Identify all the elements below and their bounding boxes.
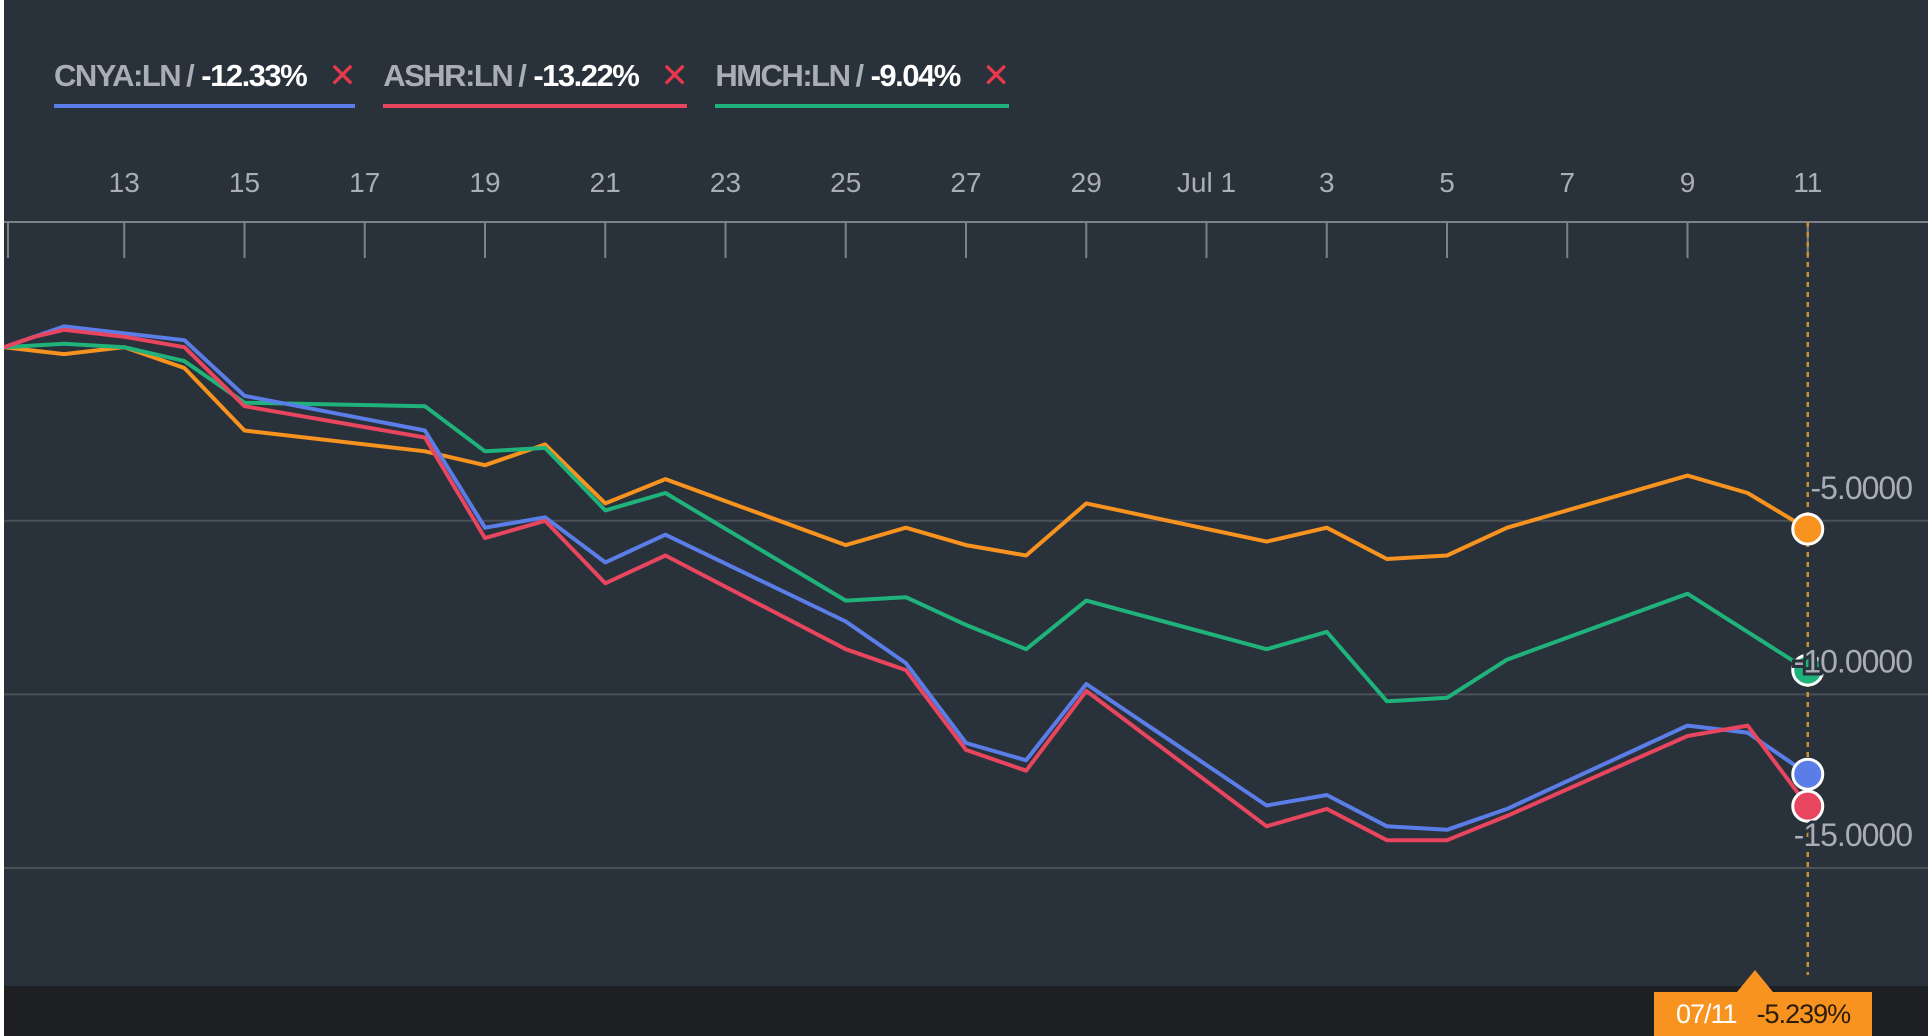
series-line[interactable] xyxy=(4,345,1810,561)
crosshair-caret-icon xyxy=(1737,970,1773,992)
legend-separator: / xyxy=(518,58,527,93)
legend-color-underline xyxy=(383,104,688,108)
legend-change: -9.04% xyxy=(870,58,962,93)
legend-color-underline xyxy=(54,104,356,108)
crosshair-date: 07/11 xyxy=(1676,998,1738,1029)
series-endpoint-marker[interactable] xyxy=(1791,653,1825,687)
x-tick-label: 15 xyxy=(229,167,260,198)
x-tick-label: 19 xyxy=(469,167,500,198)
x-tick-label: 25 xyxy=(830,167,861,198)
x-tick-label: 13 xyxy=(109,167,140,198)
footer-bar xyxy=(4,986,1928,1036)
x-tick-label: 3 xyxy=(1319,167,1335,198)
crosshair-tag: 07/11 -5.239% xyxy=(1654,992,1873,1036)
legend-item-hmch-ln[interactable]: HMCH:LN / -9.04% ✕ xyxy=(715,48,1011,108)
x-tick-label: 17 xyxy=(349,167,380,198)
close-icon[interactable]: ✕ xyxy=(328,57,357,95)
legend-item-ashr-ln[interactable]: ASHR:LN / -13.22% ✕ xyxy=(383,48,689,108)
chart-panel: 13 15 17 19 21 23 25 27 29 Jul 1 3 5 7 9 11 -5.0000 -10.… xyxy=(4,0,1928,1036)
series-endpoint-marker[interactable] xyxy=(1791,757,1825,791)
legend: CNYA:LN / -12.33% ✕ ASHR:LN / -13.22% ✕ HMCH:LN /… xyxy=(54,48,1037,108)
crosshair-value: -5.239% xyxy=(1756,998,1852,1029)
legend-change: -12.33% xyxy=(201,58,307,93)
legend-item-cnya-ln[interactable]: CNYA:LN / -12.33% ✕ xyxy=(54,48,357,108)
x-tick-label: 5 xyxy=(1439,167,1455,198)
legend-separator: / xyxy=(186,58,195,93)
close-icon[interactable]: ✕ xyxy=(981,57,1011,95)
x-tick-label: 21 xyxy=(590,167,621,198)
legend-color-underline xyxy=(715,104,1009,108)
legend-ticker: CNYA:LN xyxy=(54,58,182,93)
y-tick-label: -15.0000 xyxy=(1794,817,1913,853)
legend-change: -13.22% xyxy=(533,58,639,93)
x-tick-label: 9 xyxy=(1680,167,1696,198)
series-line[interactable] xyxy=(4,324,1810,832)
x-tick-label: Jul 1 xyxy=(1177,167,1236,198)
series-endpoint-marker[interactable] xyxy=(1791,512,1825,546)
x-tick-label: 11 xyxy=(1793,167,1822,198)
close-icon[interactable]: ✕ xyxy=(660,57,689,95)
series-line[interactable] xyxy=(4,327,1810,843)
y-tick-label: -10.0000 xyxy=(1794,643,1913,679)
y-tick-label: -5.0000 xyxy=(1810,470,1912,506)
x-tick-label: 7 xyxy=(1559,167,1575,198)
series-line[interactable] xyxy=(4,341,1810,704)
chart-plot[interactable]: 13 15 17 19 21 23 25 27 29 Jul 1 3 5 7 9 11 -5.0000 -10.… xyxy=(4,0,1928,1036)
legend-ticker: ASHR:LN xyxy=(383,58,514,93)
x-tick-label: 23 xyxy=(710,167,741,198)
legend-separator: / xyxy=(855,58,864,93)
legend-ticker: HMCH:LN xyxy=(715,58,851,93)
series-endpoint-marker[interactable] xyxy=(1791,789,1825,823)
x-tick-label: 29 xyxy=(1071,167,1102,198)
x-tick-label: 27 xyxy=(950,167,981,198)
